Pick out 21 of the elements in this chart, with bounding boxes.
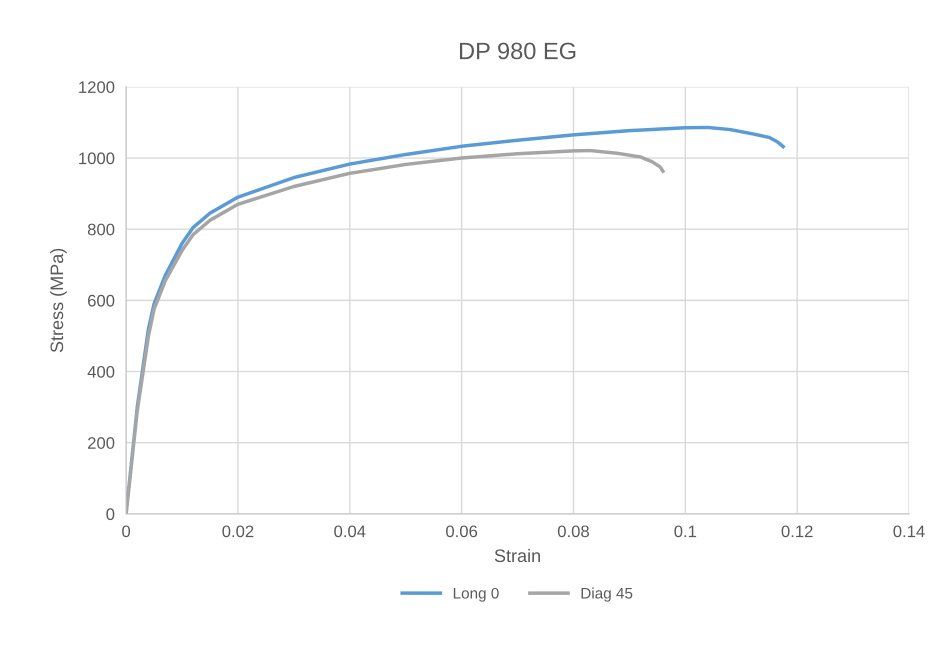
x-tick-label: 0.14 [893,525,925,538]
x-tick-label: 0.1 [674,525,696,538]
x-tick-label: 0.02 [222,525,254,538]
x-axis-title: Strain [494,548,540,562]
x-tick-label: 0.08 [558,525,589,538]
y-tick-label: 600 [88,294,114,307]
x-tick-label: 0.12 [782,525,813,538]
line-series [126,148,665,514]
y-tick-label: 0 [106,508,114,520]
y-tick-label: 800 [88,224,114,236]
x-tick-label: 0.04 [334,525,366,538]
y-tick-label: 200 [88,437,114,449]
y-tick-label: 1000 [79,152,114,164]
chart-title: DP 980 EG [460,42,576,60]
legend-label: Long 0 [454,588,499,602]
legend-label: Diag 45 [582,587,632,602]
y-tick-label: 400 [88,366,114,378]
y-axis-title: Stress (MPa) [50,248,67,352]
y-tick-label: 1200 [79,81,114,94]
x-tick-label: 0 [122,525,130,538]
x-tick-label: 0.06 [446,525,478,538]
